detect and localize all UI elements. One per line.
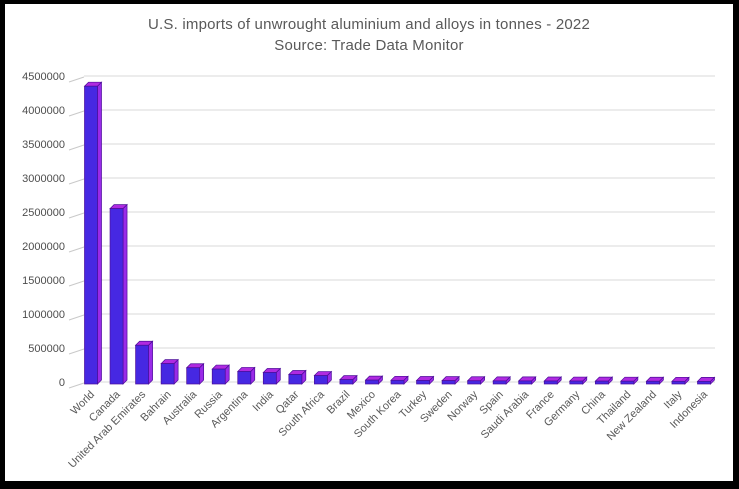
- x-axis-label: India: [251, 388, 277, 414]
- bar-front-face: [262, 372, 277, 385]
- bar-front-face: [135, 344, 149, 385]
- bar-front-face: [697, 381, 711, 385]
- bar-front-face: [237, 371, 252, 385]
- bar-bahrain: [160, 358, 179, 385]
- y-axis-label: 3000000: [22, 173, 65, 185]
- bar-qatar: [287, 369, 307, 385]
- y-axis-label: 2000000: [22, 241, 65, 253]
- bar-front-face: [211, 368, 226, 385]
- bar-front-face: [160, 363, 175, 385]
- y-axis-tick: [68, 110, 85, 117]
- bar-brazil: [339, 374, 358, 385]
- y-axis-label: 3500000: [22, 139, 65, 151]
- y-axis-tick: [68, 178, 85, 185]
- bar-australia: [185, 362, 205, 385]
- bar-front-face: [441, 380, 456, 385]
- y-axis-label: 2500000: [22, 207, 65, 219]
- bar-united-arab-emirates: [134, 340, 154, 385]
- bar-south-korea: [390, 375, 409, 385]
- bar-argentina: [236, 366, 256, 385]
- bar-south-africa: [313, 370, 333, 385]
- bar-front-face: [543, 380, 558, 385]
- y-axis-tick: [68, 382, 85, 389]
- chart-title: U.S. imports of unwrought aluminium and …: [148, 16, 590, 33]
- bar-side-face: [199, 362, 205, 385]
- bar-side-face: [173, 358, 179, 385]
- bar-front-face: [288, 374, 303, 385]
- bar-front-face: [620, 380, 635, 385]
- bar-turkey: [415, 375, 435, 385]
- bar-canada: [109, 203, 128, 385]
- bar-front-face: [646, 380, 660, 385]
- bar-indonesia: [696, 376, 716, 385]
- bar-germany: [568, 376, 588, 385]
- bar-side-face: [122, 203, 128, 385]
- y-axis-tick: [68, 348, 85, 355]
- bar-front-face: [186, 367, 201, 385]
- y-axis-tick: [68, 76, 85, 83]
- bar-front-face: [390, 379, 405, 385]
- bar-front-face: [467, 380, 481, 385]
- bar-world: [83, 81, 103, 385]
- bar-chart-svg: 0 500000 1000000 1500000 2000000 2500000 30000…: [22, 71, 716, 471]
- bar-front-face: [671, 380, 686, 385]
- bar-front-face: [109, 208, 124, 385]
- bar-front-face: [416, 380, 430, 385]
- bar-india: [262, 367, 282, 385]
- bar-china: [594, 376, 614, 385]
- bar-front-face: [518, 380, 533, 385]
- bar-italy: [671, 376, 690, 385]
- bar-norway: [466, 375, 486, 385]
- bar-mexico: [364, 375, 384, 385]
- bar-sweden: [441, 375, 460, 385]
- bar-front-face: [84, 85, 98, 385]
- bar-new-zealand: [645, 376, 665, 385]
- y-axis-tick: [68, 144, 85, 151]
- y-axis-label: 1500000: [22, 275, 65, 287]
- y-axis-tick: [68, 212, 85, 219]
- chart-subtitle: Source: Trade Data Monitor: [274, 37, 464, 54]
- y-axis-label: 4000000: [22, 105, 65, 117]
- y-axis-label: 500000: [28, 343, 65, 355]
- bar-front-face: [365, 379, 379, 385]
- chart-plot-area: 0 500000 1000000 1500000 2000000 2500000 30000…: [5, 4, 733, 481]
- bar-thailand: [620, 376, 639, 385]
- y-axis-tick: [68, 314, 85, 321]
- bar-front-face: [569, 380, 584, 385]
- bar-side-face: [148, 340, 153, 385]
- y-axis-tick: [68, 280, 85, 287]
- y-axis-label: 0: [59, 377, 65, 389]
- bar-front-face: [492, 380, 507, 385]
- bar-front-face: [594, 380, 609, 385]
- chart-header: U.S. imports of unwrought aluminium and …: [5, 14, 733, 56]
- bar-front-face: [314, 375, 328, 385]
- bar-russia: [211, 364, 231, 385]
- bar-france: [543, 376, 563, 385]
- bar-front-face: [339, 379, 354, 385]
- y-axis-label: 1000000: [22, 309, 65, 321]
- y-axis-tick: [68, 246, 85, 253]
- bar-saudi-arabia: [517, 376, 537, 385]
- y-axis-label: 4500000: [22, 71, 65, 83]
- bar-spain: [492, 375, 512, 385]
- bar-side-face: [97, 81, 102, 385]
